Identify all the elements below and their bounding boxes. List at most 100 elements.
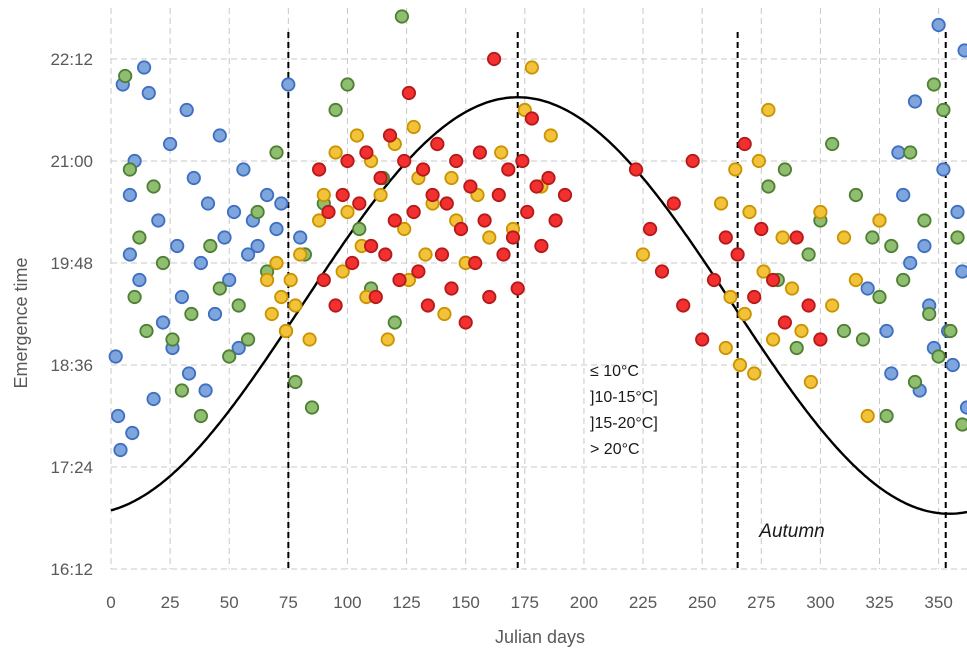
data-point [122, 187, 137, 203]
data-point [125, 425, 140, 441]
data-point [311, 213, 327, 228]
data-point [945, 357, 960, 373]
data-point [212, 281, 227, 296]
y-axis-title: Emergence time [11, 257, 31, 388]
data-point [397, 221, 412, 237]
data-point [146, 391, 161, 407]
legend: ≤ 10°C]10-15°C]]15-20°C] > 20°C [590, 363, 658, 458]
data-point [777, 315, 793, 330]
data-point [463, 179, 478, 194]
data-point [380, 332, 395, 347]
data-point [955, 417, 967, 432]
data-point [151, 213, 166, 228]
data-point [359, 145, 374, 160]
data-point [420, 298, 435, 313]
data-point [848, 272, 864, 288]
data-point [259, 272, 275, 288]
data-point [340, 77, 355, 92]
data-point [406, 204, 421, 220]
x-tick-label: 325 [865, 593, 893, 612]
data-point [437, 306, 452, 322]
x-tick-label: 100 [333, 593, 361, 612]
data-point [212, 128, 227, 143]
data-point [392, 272, 407, 288]
data-point [775, 230, 790, 245]
data-point [373, 187, 388, 203]
data-point [510, 281, 525, 296]
data-point [378, 247, 393, 262]
data-point [340, 153, 355, 169]
data-point [903, 255, 918, 271]
data-point [865, 230, 880, 245]
data-point [193, 255, 208, 271]
data-point [453, 221, 469, 237]
x-tick-label: 150 [452, 593, 480, 612]
data-point [406, 119, 421, 135]
data-point [415, 162, 431, 177]
annotations: Autumn [758, 521, 824, 542]
data-point [848, 187, 864, 203]
data-point [137, 60, 152, 75]
x-tick-label: 0 [106, 593, 115, 612]
data-point [335, 187, 350, 203]
x-tick-label: 125 [392, 593, 420, 612]
data-point [789, 230, 804, 245]
data-point [316, 187, 331, 203]
legend-entry: ]15-20°C] [590, 415, 658, 432]
data-point [825, 298, 840, 313]
data-point [813, 204, 828, 220]
data-point [515, 153, 530, 169]
data-point [931, 17, 946, 33]
data-point [472, 145, 487, 160]
data-point [524, 111, 540, 126]
data-point [288, 298, 303, 313]
data-point [747, 366, 762, 381]
season-annotation: Autumn [758, 521, 824, 542]
data-point [801, 247, 816, 262]
data-point [494, 145, 509, 160]
data-point [765, 332, 781, 347]
data-point [732, 357, 748, 373]
data-point [352, 221, 367, 237]
y-tick-label: 22:12 [50, 50, 93, 69]
data-point [139, 323, 154, 339]
data-point [283, 272, 298, 288]
data-point [165, 332, 180, 347]
data-point [193, 408, 208, 424]
y-tick-label: 17:24 [50, 458, 93, 477]
data-point [872, 289, 887, 305]
data-point [155, 255, 171, 271]
data-point [449, 153, 464, 169]
legend-entry: > 20°C [590, 441, 640, 458]
data-point [943, 323, 958, 339]
data-point [959, 400, 967, 415]
data-point [860, 281, 875, 296]
data-point [113, 442, 128, 458]
data-point [269, 145, 284, 160]
data-point [642, 221, 658, 237]
data-point [418, 247, 433, 262]
data-point [917, 213, 932, 228]
x-axis-title: Julian days [495, 627, 585, 647]
data-point [751, 153, 767, 169]
data-point [654, 264, 670, 279]
data-point [541, 170, 556, 186]
y-tick-label: 19:48 [50, 254, 93, 273]
data-point [801, 298, 816, 313]
data-point [222, 272, 237, 288]
data-point [477, 213, 492, 228]
data-point [765, 272, 781, 288]
data-point [302, 332, 317, 347]
x-axis-ticks: 0 25 50 75 100 125 150 175 200 225 250 275 300 325 350 [106, 593, 953, 612]
data-point [718, 230, 733, 245]
data-point [706, 272, 722, 288]
data-point [397, 153, 412, 169]
data-point [382, 128, 398, 143]
data-point [155, 315, 171, 330]
data-point [250, 204, 265, 220]
data-point [222, 349, 237, 364]
data-point [950, 230, 965, 245]
y-axis-ticks: 16:12 17:24 18:36 19:48 21:00 22:12 [50, 50, 93, 579]
data-point [198, 383, 213, 398]
data-point [203, 238, 218, 254]
